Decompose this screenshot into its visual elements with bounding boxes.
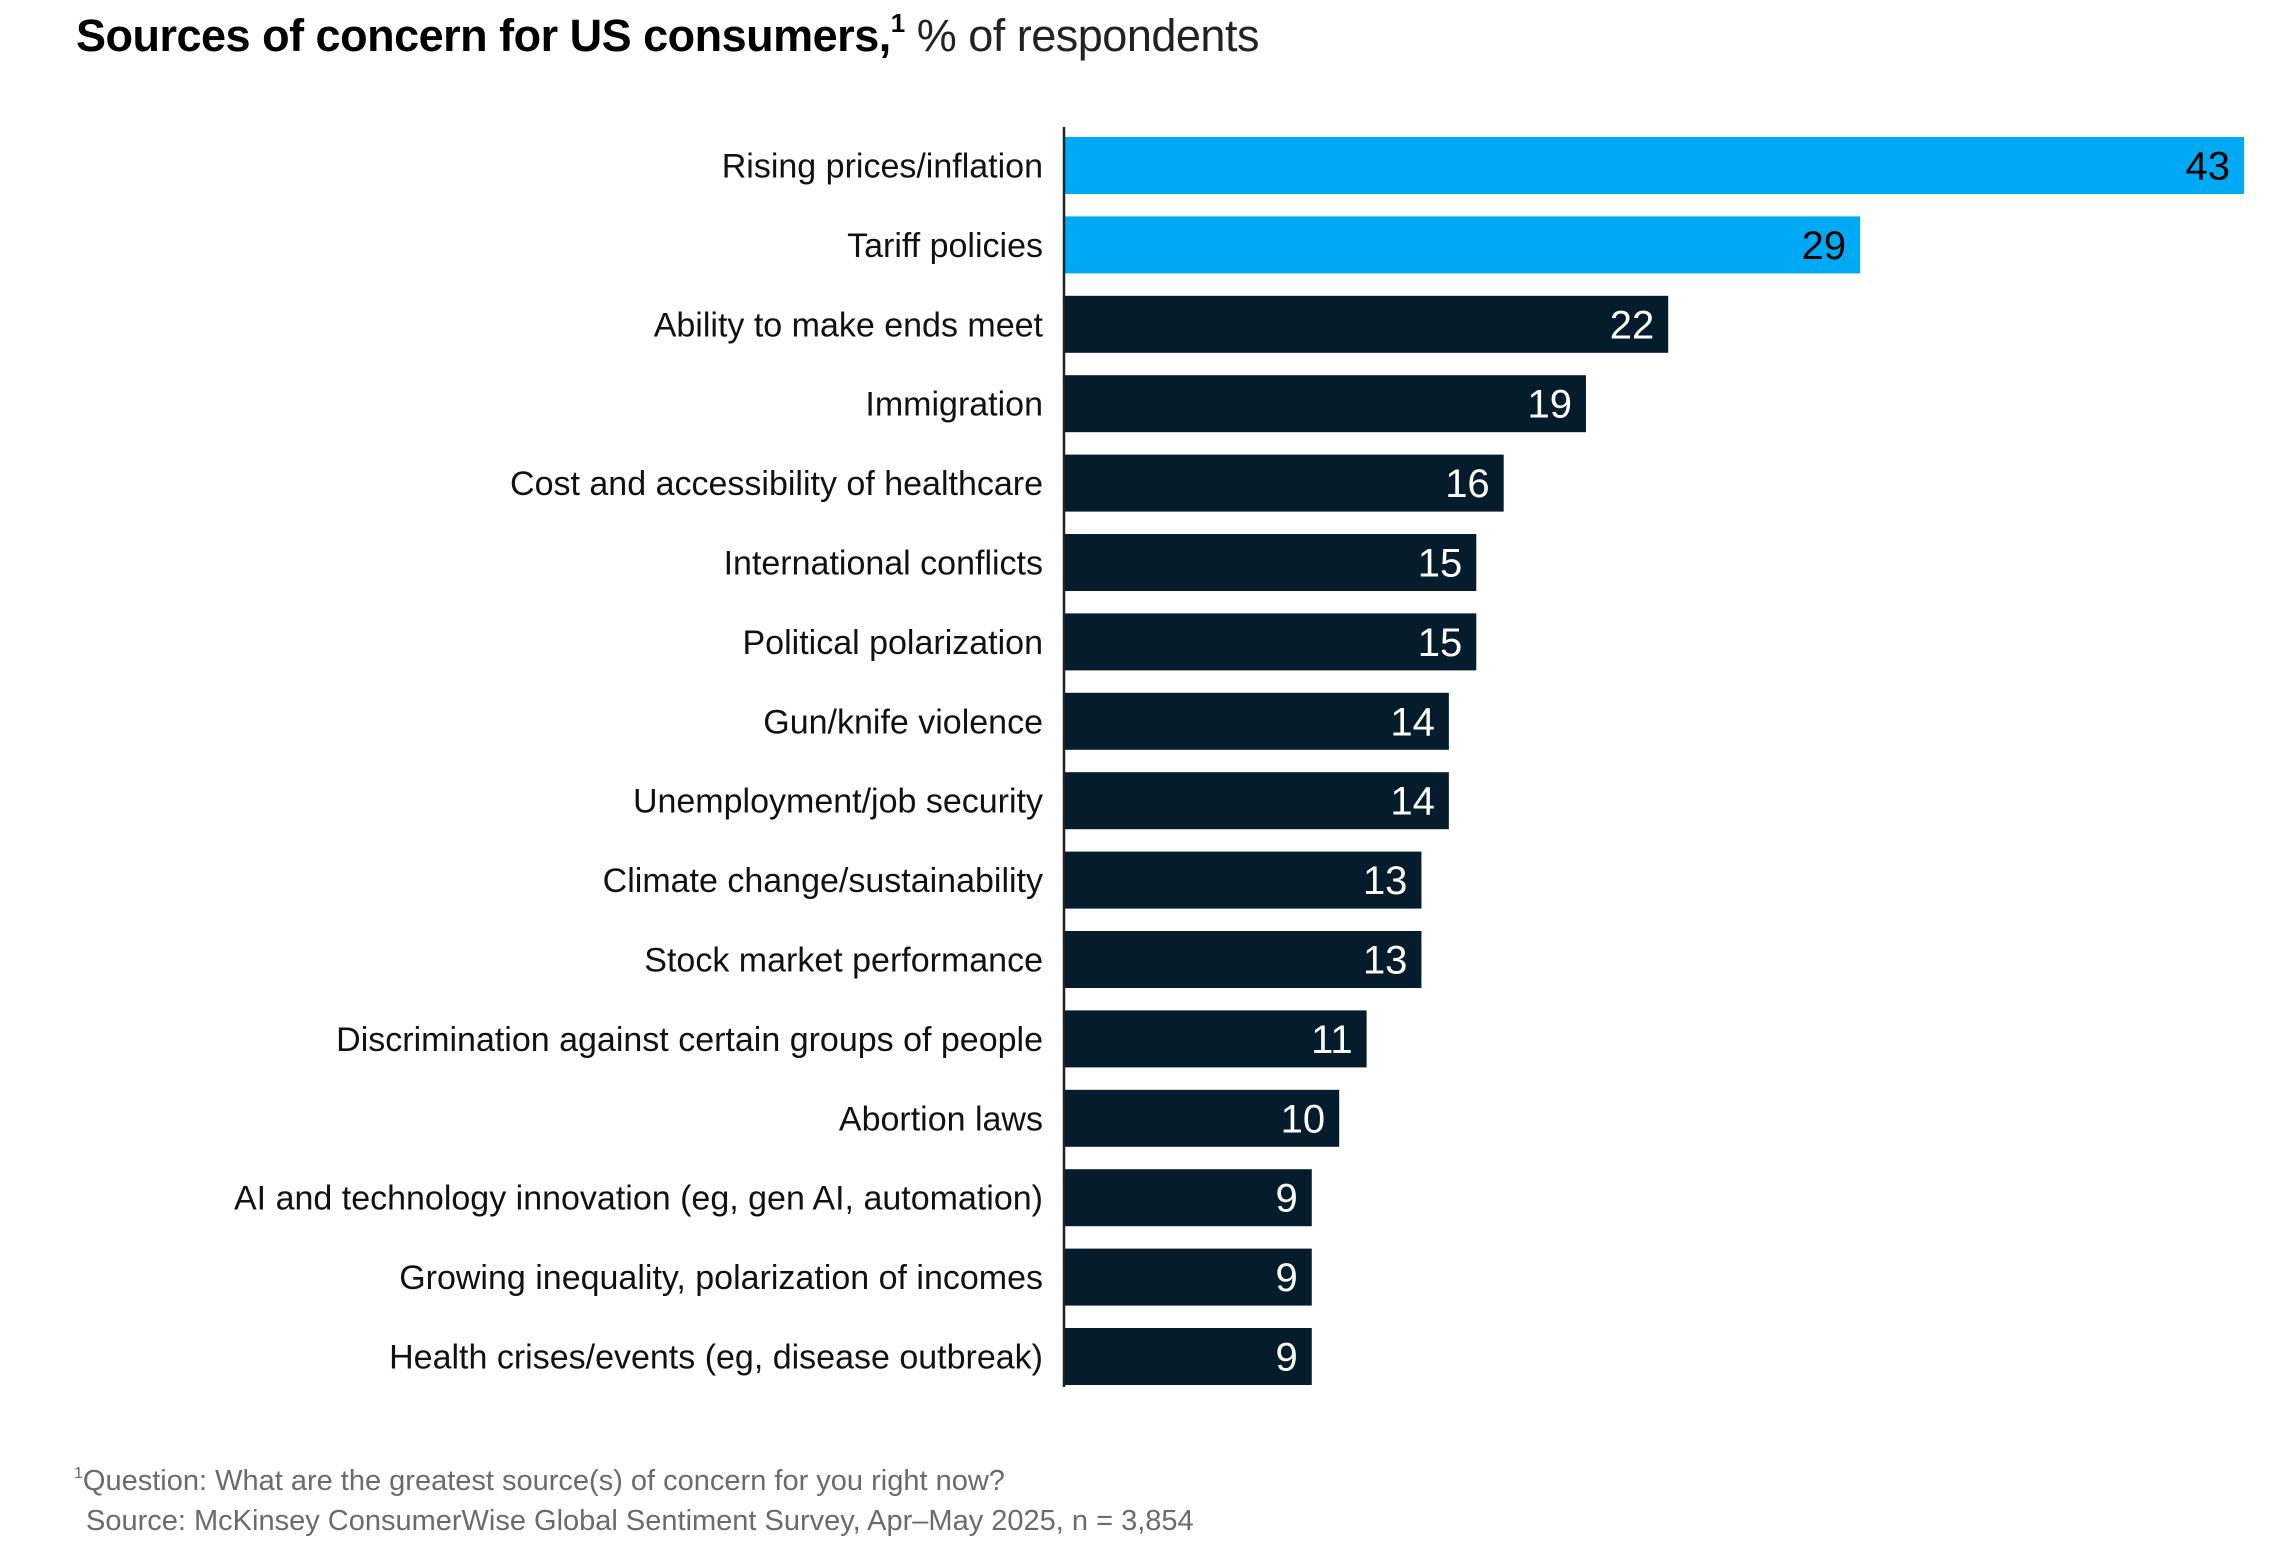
chart-subtitle: % of respondents	[916, 10, 1260, 61]
footnote-question-text: Question: What are the greatest source(s…	[82, 1465, 1005, 1497]
bar	[1065, 1089, 1340, 1147]
bar	[1065, 137, 2244, 194]
data-label: 16	[1445, 462, 1490, 506]
category-label: Growing inequality, polarization of inco…	[399, 1259, 1043, 1297]
data-label: 22	[1610, 303, 1655, 347]
category-label: Ability to make ends meet	[654, 306, 1044, 344]
category-label: Political polarization	[743, 624, 1044, 662]
title-text: Sources of concern for US consumers,	[76, 10, 891, 61]
data-label: 11	[1311, 1018, 1353, 1062]
data-label: 29	[1802, 224, 1847, 268]
data-label: 13	[1363, 939, 1408, 983]
data-label: 9	[1276, 1177, 1298, 1221]
category-label: Immigration	[865, 386, 1043, 424]
category-label: Rising prices/inflation	[722, 148, 1043, 186]
category-label: International conflicts	[724, 545, 1043, 583]
category-label: Discrimination against certain groups of…	[336, 1021, 1043, 1059]
category-label: Tariff policies	[847, 227, 1043, 265]
bar	[1065, 851, 1422, 909]
bar	[1065, 1248, 1312, 1306]
bar	[1065, 692, 1449, 750]
bar	[1065, 375, 1586, 433]
footnote-source: Source: McKinsey ConsumerWise Global Sen…	[86, 1505, 1194, 1537]
data-label: 15	[1418, 621, 1463, 665]
footnote-question: 1Question: What are the greatest source(…	[74, 1465, 1005, 1498]
data-label: 14	[1390, 700, 1435, 744]
data-label: 10	[1281, 1097, 1326, 1141]
bar	[1065, 772, 1449, 830]
data-label: 13	[1363, 859, 1408, 903]
bar	[1065, 454, 1504, 512]
category-label: Health crises/events (eg, disease outbre…	[389, 1339, 1043, 1377]
data-label: 9	[1276, 1256, 1298, 1300]
chart-title: Sources of concern for US consumers,1 % …	[76, 8, 1260, 62]
title-footnote-marker: 1	[890, 8, 905, 38]
bar-chart: Rising prices/inflation 43 Tariff policies…	[234, 127, 2244, 1387]
bar	[1065, 534, 1477, 591]
category-label: AI and technology innovation (eg, gen AI…	[234, 1180, 1043, 1218]
data-label: 14	[1390, 780, 1435, 824]
category-label: Unemployment/job security	[633, 783, 1043, 821]
category-label: Abortion laws	[839, 1100, 1043, 1138]
bar	[1065, 1328, 1312, 1385]
category-label: Climate change/sustainability	[603, 862, 1043, 900]
category-label: Cost and accessibility of healthcare	[510, 465, 1043, 503]
bar	[1065, 295, 1669, 353]
bar	[1065, 216, 1861, 274]
bar	[1065, 1169, 1312, 1227]
bar	[1065, 931, 1422, 988]
footnote-marker: 1	[74, 1465, 83, 1482]
data-label: 19	[1527, 383, 1572, 427]
data-label: 15	[1418, 542, 1463, 586]
category-label: Gun/knife violence	[763, 703, 1043, 741]
bar	[1065, 1010, 1367, 1068]
data-label: 9	[1276, 1336, 1298, 1380]
bar	[1065, 613, 1477, 671]
data-label: 43	[2186, 145, 2231, 189]
category-label: Stock market performance	[644, 942, 1043, 980]
